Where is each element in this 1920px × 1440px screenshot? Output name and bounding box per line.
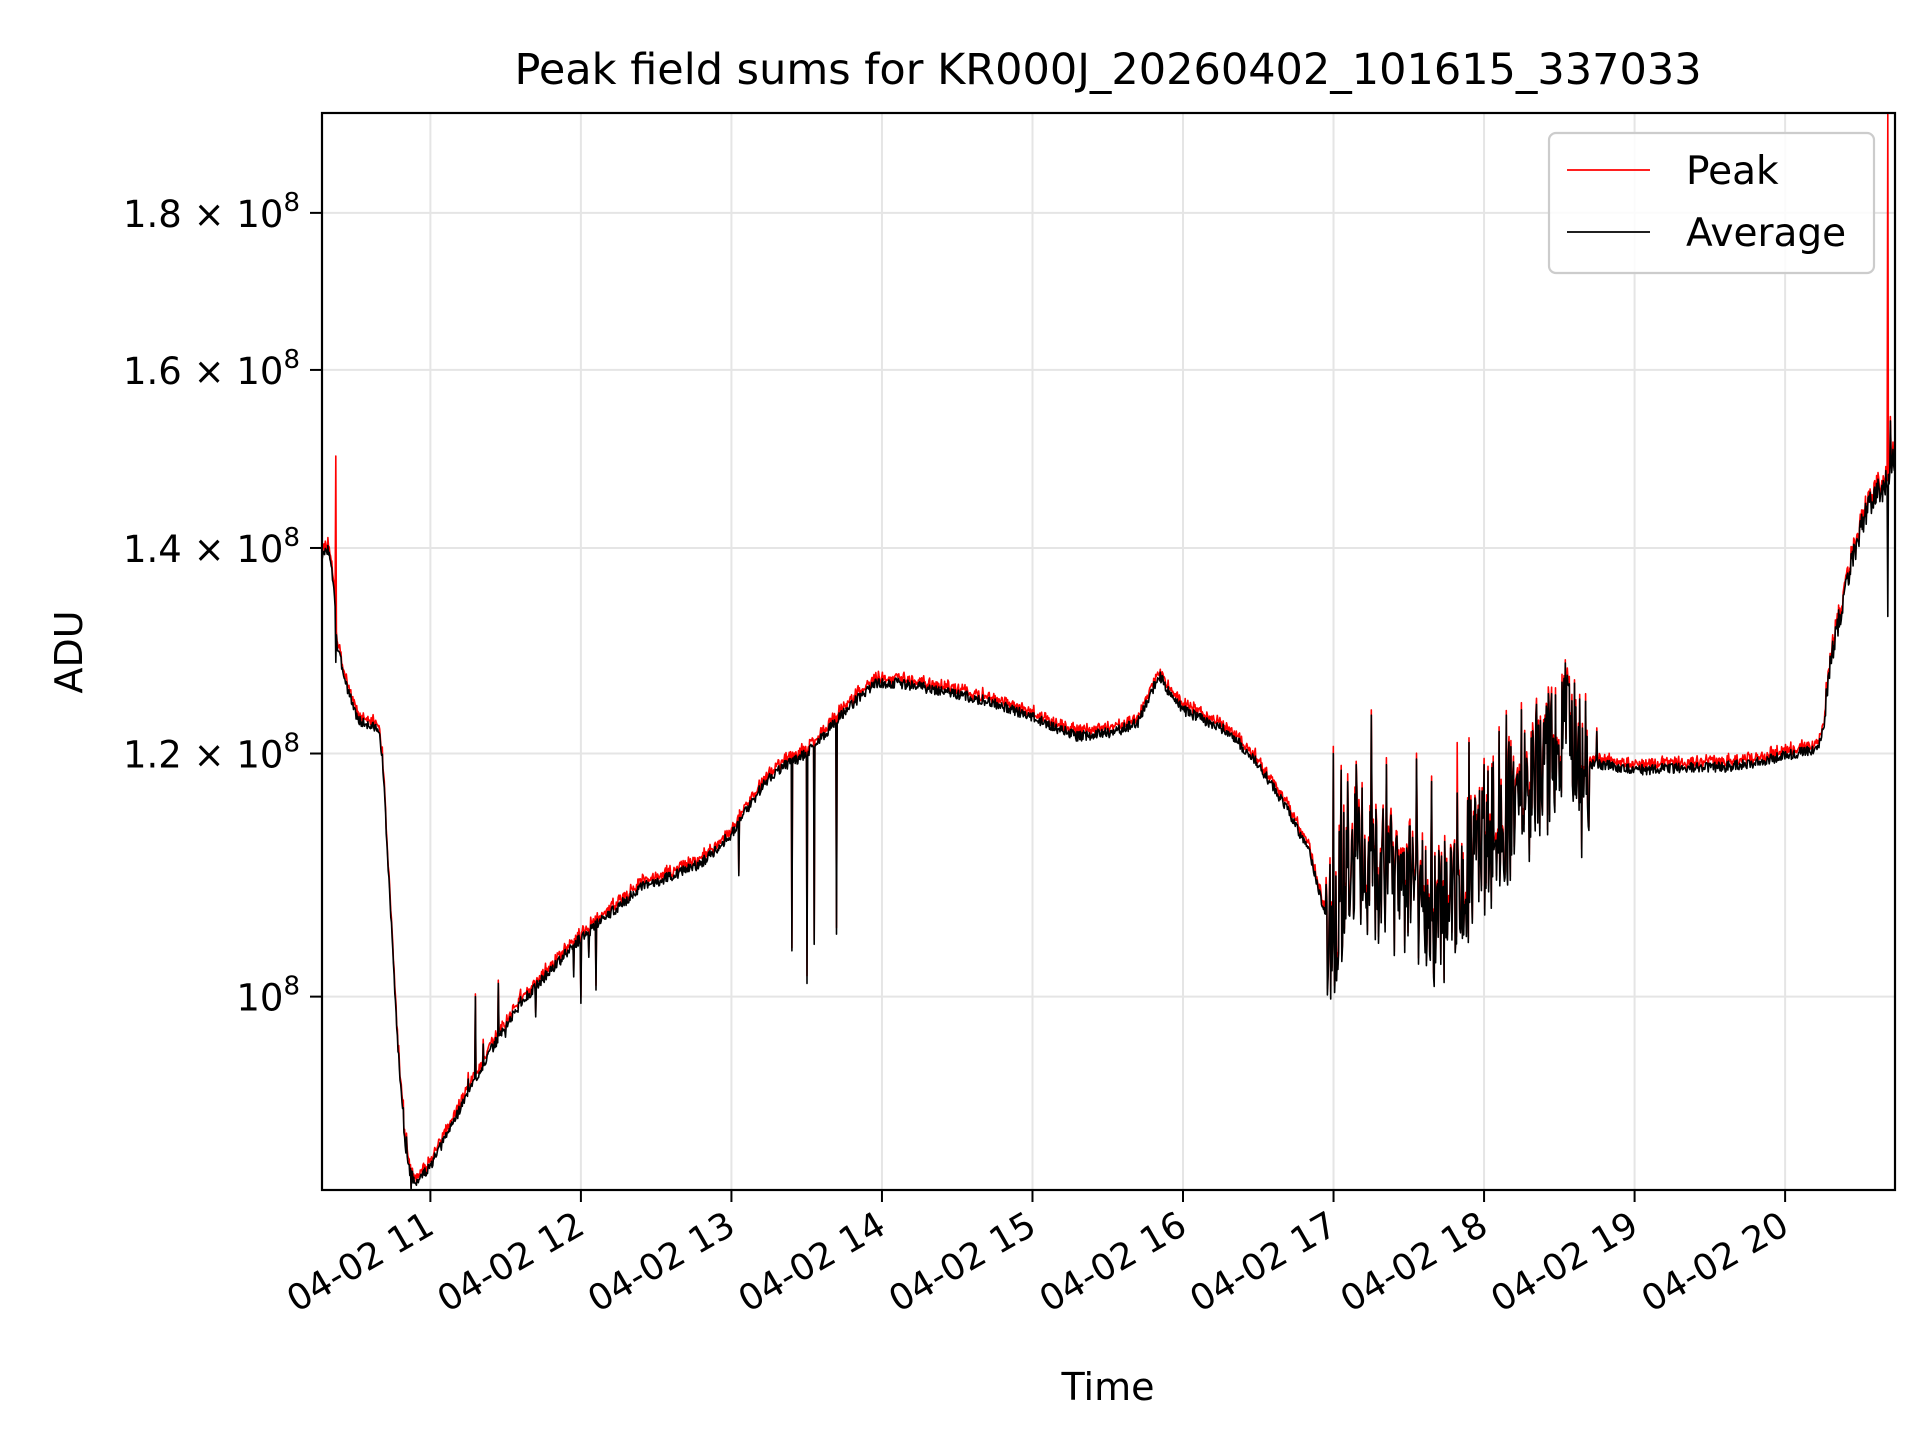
y-tick-label: 1.2 × 108: [123, 729, 300, 777]
series-layer: [321, 112, 1896, 1191]
y-tick-label: 1.6 × 108: [123, 345, 300, 393]
legend-label-average: Average: [1686, 211, 1846, 256]
grid-lines: [322, 113, 1895, 1190]
chart-title: Peak field sums for KR000J_20260402_1016…: [514, 45, 1701, 95]
y-tick-label: 108: [236, 972, 300, 1020]
legend-box: [1547, 131, 1876, 275]
x-axis-label: Time: [1061, 1365, 1155, 1409]
series-line-average: [321, 420, 1896, 1191]
y-axis-label: ADU: [47, 610, 91, 693]
legend-label-peak: Peak: [1686, 149, 1779, 194]
plot-frame: [320, 111, 1897, 1192]
y-tick-label: 1.4 × 108: [123, 523, 300, 571]
legend: Peak Average: [1547, 131, 1876, 275]
y-axis-ticks: 108 1.2 × 108 1.4 × 108 1.6 × 108 1.8 × 108: [123, 188, 322, 1020]
y-tick-label: 1.8 × 108: [123, 188, 300, 236]
